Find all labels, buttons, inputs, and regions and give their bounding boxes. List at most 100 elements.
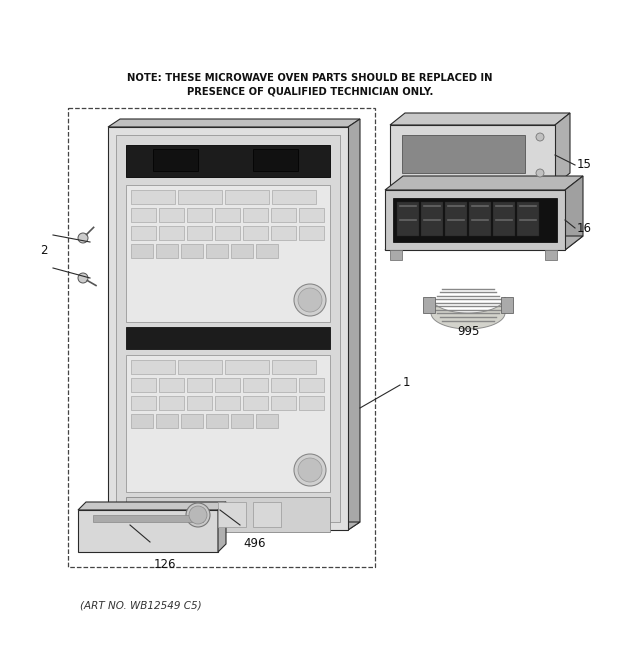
Circle shape — [78, 233, 88, 243]
Polygon shape — [397, 202, 419, 236]
Polygon shape — [159, 378, 184, 392]
Circle shape — [536, 169, 544, 177]
Polygon shape — [385, 190, 565, 250]
Polygon shape — [348, 119, 360, 530]
Polygon shape — [431, 297, 505, 329]
Text: 995: 995 — [457, 325, 479, 338]
Polygon shape — [131, 190, 175, 204]
Polygon shape — [225, 190, 269, 204]
Polygon shape — [253, 502, 281, 527]
Polygon shape — [545, 250, 557, 260]
Polygon shape — [131, 414, 153, 428]
Text: NOTE: THESE MICROWAVE OVEN PARTS SHOULD BE REPLACED IN: NOTE: THESE MICROWAVE OVEN PARTS SHOULD … — [127, 73, 493, 83]
Polygon shape — [218, 502, 226, 552]
Polygon shape — [243, 378, 268, 392]
Polygon shape — [421, 202, 443, 236]
Polygon shape — [131, 226, 156, 240]
Polygon shape — [181, 244, 203, 258]
Polygon shape — [159, 208, 184, 222]
Text: 1: 1 — [403, 377, 410, 389]
Polygon shape — [187, 226, 212, 240]
Text: PRESENCE OF QUALIFIED TECHNICIAN ONLY.: PRESENCE OF QUALIFIED TECHNICIAN ONLY. — [187, 87, 433, 97]
Circle shape — [78, 273, 88, 283]
Polygon shape — [153, 149, 198, 171]
Polygon shape — [215, 396, 240, 410]
Polygon shape — [469, 202, 491, 236]
Polygon shape — [108, 127, 348, 530]
Polygon shape — [390, 113, 570, 125]
Polygon shape — [555, 113, 570, 185]
Polygon shape — [271, 226, 296, 240]
Polygon shape — [215, 226, 240, 240]
Polygon shape — [299, 396, 324, 410]
Text: 16: 16 — [577, 221, 592, 235]
Polygon shape — [299, 226, 324, 240]
Polygon shape — [93, 515, 203, 522]
Polygon shape — [181, 414, 203, 428]
Text: 15: 15 — [577, 159, 592, 171]
Polygon shape — [565, 176, 583, 250]
Polygon shape — [218, 502, 246, 527]
Polygon shape — [187, 396, 212, 410]
Polygon shape — [390, 250, 402, 260]
Circle shape — [536, 133, 544, 141]
Polygon shape — [206, 414, 228, 428]
Polygon shape — [156, 244, 178, 258]
Polygon shape — [126, 185, 330, 322]
Polygon shape — [299, 378, 324, 392]
Polygon shape — [385, 176, 583, 190]
Polygon shape — [178, 360, 222, 374]
Polygon shape — [256, 244, 278, 258]
Polygon shape — [385, 236, 583, 250]
Polygon shape — [108, 522, 360, 530]
Polygon shape — [156, 414, 178, 428]
Polygon shape — [126, 355, 330, 492]
Polygon shape — [243, 226, 268, 240]
Polygon shape — [272, 190, 316, 204]
Circle shape — [298, 458, 322, 482]
Polygon shape — [231, 244, 253, 258]
Text: 2: 2 — [40, 243, 48, 256]
Polygon shape — [78, 502, 226, 510]
Polygon shape — [126, 497, 330, 532]
Polygon shape — [501, 297, 513, 313]
Polygon shape — [159, 396, 184, 410]
Polygon shape — [131, 360, 175, 374]
Text: 496: 496 — [244, 537, 266, 550]
Circle shape — [189, 506, 207, 524]
Polygon shape — [131, 208, 156, 222]
Polygon shape — [126, 327, 330, 349]
Polygon shape — [225, 360, 269, 374]
Polygon shape — [243, 208, 268, 222]
Polygon shape — [253, 149, 298, 171]
Polygon shape — [159, 226, 184, 240]
Polygon shape — [187, 378, 212, 392]
Polygon shape — [231, 414, 253, 428]
Polygon shape — [215, 378, 240, 392]
Polygon shape — [116, 135, 340, 522]
Polygon shape — [187, 208, 212, 222]
Polygon shape — [131, 396, 156, 410]
Text: 126: 126 — [154, 558, 176, 571]
Polygon shape — [131, 378, 156, 392]
Polygon shape — [271, 396, 296, 410]
Polygon shape — [131, 244, 153, 258]
Circle shape — [294, 454, 326, 486]
Polygon shape — [517, 202, 539, 236]
Polygon shape — [445, 202, 467, 236]
Polygon shape — [271, 208, 296, 222]
Polygon shape — [206, 244, 228, 258]
Polygon shape — [108, 119, 360, 127]
Polygon shape — [402, 135, 525, 173]
Polygon shape — [78, 510, 218, 552]
Polygon shape — [271, 378, 296, 392]
Polygon shape — [126, 145, 330, 177]
Polygon shape — [393, 198, 557, 242]
Circle shape — [294, 284, 326, 316]
Circle shape — [298, 288, 322, 312]
Polygon shape — [272, 360, 316, 374]
Polygon shape — [256, 414, 278, 428]
Polygon shape — [493, 202, 515, 236]
Polygon shape — [178, 190, 222, 204]
Polygon shape — [243, 396, 268, 410]
